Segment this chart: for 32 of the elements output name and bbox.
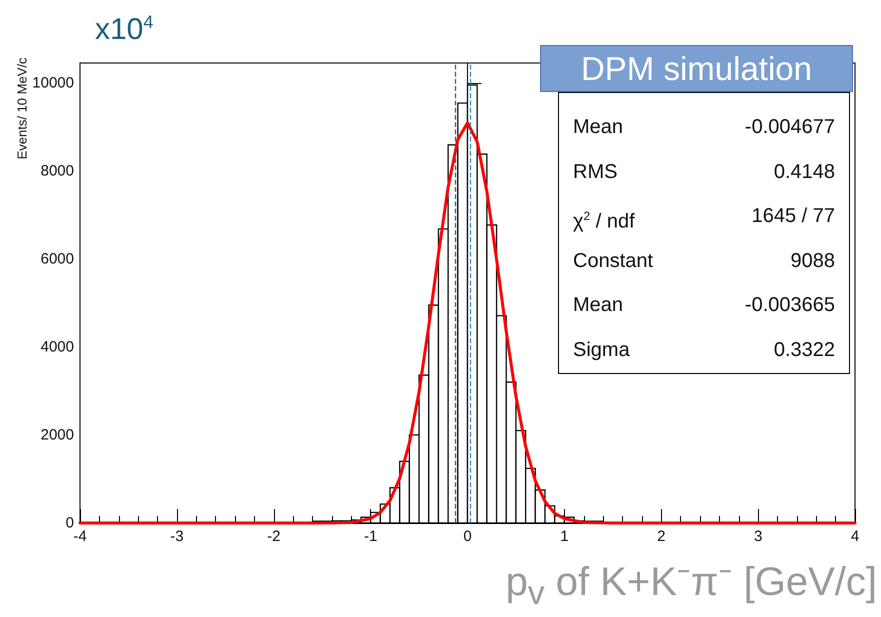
title-box: DPM simulation — [540, 45, 853, 92]
x-tick-label: 2 — [657, 528, 666, 545]
annotation: 1645 / 77 — [752, 204, 835, 229]
x-tick-label: -4 — [73, 528, 87, 545]
x-axis-title: p$_{v}$ of K+K⁻π⁻ [GeV/c] — [506, 559, 877, 613]
x-tick-label: 0 — [463, 528, 472, 545]
annotation: Mean — [573, 293, 624, 318]
y-tick-label: 6000 — [40, 250, 74, 268]
annotation: 0.4148 — [774, 160, 835, 184]
y-tick-label: 8000 — [40, 162, 74, 180]
x-tick-label: -3 — [170, 528, 184, 545]
y-axis-title: Events/ 10 MeV/c — [14, 58, 30, 162]
annotation: Constant — [573, 248, 654, 274]
x-tick-label: 4 — [850, 528, 860, 545]
x-tick-label: -1 — [364, 528, 378, 545]
text: x10$^{4}$ — [95, 12, 154, 47]
annotation: -0.004677 — [744, 115, 835, 140]
annotation: χ$^{2}$ / ndf — [573, 208, 635, 235]
x-tick-label: 3 — [754, 528, 762, 545]
annotation: Sigma — [573, 338, 630, 362]
annotation: RMS — [573, 160, 618, 184]
annotation: Mean — [573, 115, 624, 140]
y-tick-label: 2000 — [40, 426, 74, 444]
y-tick-label: 10000 — [32, 74, 74, 92]
annotation: 0.3322 — [774, 338, 835, 362]
line-series — [78, 121, 856, 524]
y-tick-label: 0 — [66, 514, 74, 532]
annotation: 9088 — [790, 248, 835, 274]
annotation: -0.003665 — [744, 293, 835, 318]
x-tick-label: -2 — [267, 528, 280, 545]
y-tick-label: 4000 — [40, 338, 74, 356]
x-tick-label: 1 — [560, 528, 569, 545]
